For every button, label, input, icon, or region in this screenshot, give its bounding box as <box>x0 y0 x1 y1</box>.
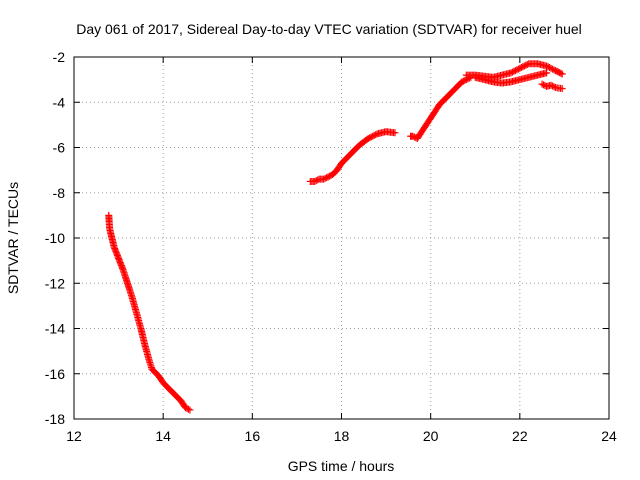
data-point <box>543 69 551 77</box>
data-point <box>391 129 399 137</box>
data-point <box>510 67 518 75</box>
data-points <box>105 60 566 414</box>
x-tick-label: 20 <box>423 428 439 444</box>
data-point <box>547 81 555 89</box>
data-point <box>546 64 554 72</box>
data-point <box>320 175 328 183</box>
y-axis-label: SDTVAR / TECUs <box>5 182 21 294</box>
x-ticks: 12 14 16 18 20 22 24 <box>66 57 617 444</box>
data-series <box>471 69 551 87</box>
data-point <box>538 80 546 88</box>
y-tick-label: -4 <box>53 94 66 110</box>
chart-title: Day 061 of 2017, Sidereal Day-to-day VTE… <box>76 21 582 37</box>
data-point <box>523 61 531 69</box>
data-point <box>461 76 469 84</box>
data-point <box>514 65 522 73</box>
x-tick-label: 12 <box>66 428 82 444</box>
data-point <box>324 173 332 181</box>
data-point <box>367 133 375 141</box>
data-point <box>549 65 557 73</box>
plot-frame <box>73 56 610 420</box>
data-point <box>186 406 194 414</box>
data-series <box>306 128 399 185</box>
data-point <box>312 177 320 185</box>
data-point <box>364 134 372 142</box>
data-point <box>370 131 378 139</box>
data-point <box>326 172 334 180</box>
data-point <box>508 68 516 76</box>
data-point <box>369 132 377 140</box>
data-point <box>323 174 331 182</box>
x-tick-label: 16 <box>245 428 261 444</box>
data-point <box>522 61 530 69</box>
x-axis-label: GPS time / hours <box>288 458 395 474</box>
data-point <box>184 405 192 413</box>
y-tick-label: -18 <box>45 411 65 427</box>
y-tick-label: -2 <box>53 49 66 65</box>
data-point <box>544 63 552 71</box>
data-point <box>507 69 515 77</box>
data-point <box>409 132 417 140</box>
data-series <box>105 211 194 414</box>
data-point <box>458 78 466 86</box>
x-tick-label: 24 <box>601 428 617 444</box>
data-point <box>543 62 551 70</box>
data-point <box>314 176 322 184</box>
data-point <box>540 81 548 89</box>
y-tick-label: -6 <box>53 140 66 156</box>
data-series <box>538 80 566 93</box>
data-point <box>372 131 380 139</box>
data-point <box>516 64 524 72</box>
y-tick-label: -12 <box>45 275 65 291</box>
data-point <box>181 404 189 412</box>
data-point <box>321 174 329 182</box>
data-point <box>520 62 528 70</box>
data-point <box>558 85 566 93</box>
data-point <box>513 66 521 74</box>
y-tick-label: -14 <box>45 321 65 337</box>
data-series <box>462 60 566 81</box>
data-point <box>511 67 519 75</box>
data-point <box>557 69 565 77</box>
data-point <box>311 177 319 185</box>
y-tick-label: -16 <box>45 366 65 382</box>
data-point <box>550 83 558 91</box>
data-point <box>517 64 525 72</box>
x-tick-label: 14 <box>155 428 171 444</box>
data-point <box>459 77 467 85</box>
y-tick-label: -8 <box>53 185 66 201</box>
x-tick-label: 22 <box>512 428 528 444</box>
data-point <box>366 134 374 142</box>
data-point <box>519 63 527 71</box>
y-tick-label: -10 <box>45 230 65 246</box>
y-ticks: -18 -16 -14 -12 -10 -8 -6 -4 -2 <box>45 49 609 427</box>
data-point <box>549 82 557 90</box>
data-point <box>558 70 566 78</box>
data-series <box>407 73 475 142</box>
data-point <box>183 404 191 412</box>
x-tick-label: 18 <box>334 428 350 444</box>
grid <box>74 57 609 419</box>
data-point <box>547 64 555 72</box>
